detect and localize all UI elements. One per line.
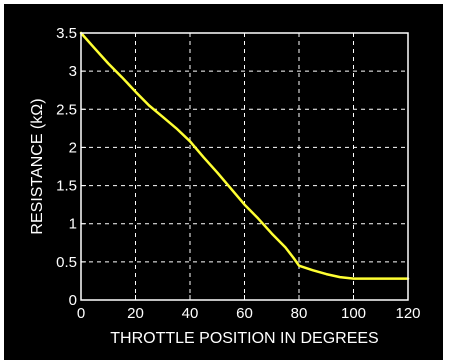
x-tick-label: 40 bbox=[182, 305, 199, 322]
y-tick-label: 0 bbox=[69, 292, 77, 309]
y-tick-label: 0.5 bbox=[56, 254, 77, 271]
chart-panel: 0 20 40 60 80 100 120 0 0.5 1 1.5 2 2.5 3 3.5 THROTTLE… bbox=[4, 4, 443, 360]
grid-layer bbox=[81, 33, 408, 300]
x-tick-label: 20 bbox=[127, 305, 144, 322]
y-tick-label: 3 bbox=[69, 63, 77, 80]
y-axis-label: RESISTANCE (kΩ) bbox=[29, 98, 46, 234]
y-tick-label: 1 bbox=[69, 216, 77, 233]
x-axis-label: THROTTLE POSITION IN DEGREES bbox=[110, 330, 378, 347]
y-tick-label: 1.5 bbox=[56, 178, 77, 195]
y-tick-label: 2 bbox=[69, 139, 77, 156]
x-tick-label: 60 bbox=[236, 305, 253, 322]
y-tick-label: 3.5 bbox=[56, 25, 77, 42]
y-tick-label: 2.5 bbox=[56, 101, 77, 118]
x-tick-label: 120 bbox=[395, 305, 420, 322]
series-layer bbox=[79, 31, 410, 280]
x-tick-label: 100 bbox=[341, 305, 366, 322]
x-tick-label: 80 bbox=[291, 305, 308, 322]
resistance-series-line bbox=[79, 31, 410, 280]
tick-layer: 0 20 40 60 80 100 120 0 0.5 1 1.5 2 2.5 3 3.5 bbox=[56, 25, 420, 322]
x-tick-label: 0 bbox=[77, 305, 85, 322]
resistance-chart: 0 20 40 60 80 100 120 0 0.5 1 1.5 2 2.5 3 3.5 THROTTLE… bbox=[29, 25, 421, 347]
